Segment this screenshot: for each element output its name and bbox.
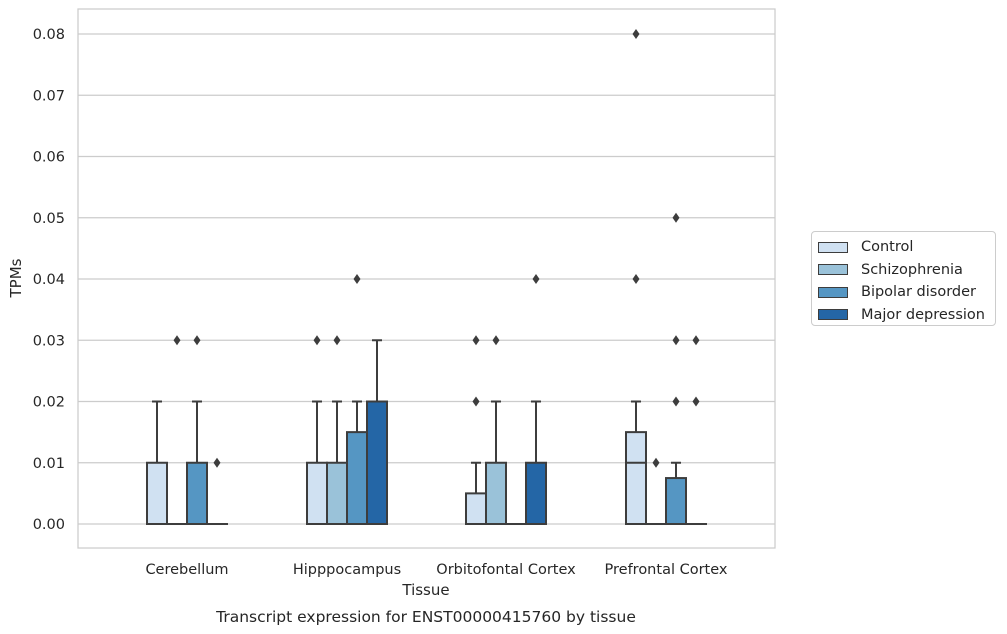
- box-body: [525, 461, 547, 525]
- x-tick-label: Orbitofontal Cortex: [436, 562, 576, 578]
- x-tick-label: Cerebellum: [145, 562, 228, 578]
- box-body: [326, 461, 348, 525]
- box-body: [465, 492, 487, 525]
- outlier-point: [672, 396, 680, 407]
- outlier-point: [692, 335, 700, 346]
- box-major-depression-3: [685, 335, 707, 526]
- y-tick-labels: 0.00 0.01 0.02 0.03 0.04 0.05 0.06 0.07 0.08: [33, 27, 65, 533]
- x-tick-labels: Cerebellum Hipppocampus Orbitofontal Corte…: [145, 562, 727, 578]
- legend-swatch: [818, 309, 848, 321]
- box-body: [665, 477, 687, 525]
- box-control-1: [306, 335, 328, 525]
- y-tick-label: 0.03: [33, 333, 65, 349]
- box-major-depression-1: [366, 339, 388, 525]
- outlier-point: [313, 335, 321, 346]
- box-schizophrenia-0: [166, 335, 188, 526]
- box-body: [485, 461, 507, 525]
- box-body: [186, 461, 208, 525]
- box-schizophrenia-3: [645, 457, 667, 526]
- box-body: [625, 431, 647, 525]
- outlier-point: [632, 29, 640, 39]
- box-control-0: [146, 400, 168, 525]
- outlier-point: [353, 274, 361, 284]
- y-tick-label: 0.07: [33, 88, 65, 104]
- x-axis-label: Tissue: [401, 581, 449, 599]
- outlier-point: [472, 396, 480, 407]
- legend-item: Bipolar disorder: [818, 281, 995, 304]
- y-axis-label: TPMs: [7, 258, 25, 298]
- legend-swatch: [818, 264, 848, 276]
- legend-label: Schizophrenia: [861, 261, 963, 278]
- legend-swatch: [818, 286, 848, 298]
- outlier-point: [672, 335, 680, 346]
- box-major-depression-0: [206, 457, 228, 526]
- x-tick-label: Hipppocampus: [293, 562, 401, 578]
- box-bipolar-disorder-1: [346, 274, 368, 525]
- y-tick-label: 0.08: [33, 27, 65, 43]
- legend-item: Schizophrenia: [818, 259, 995, 282]
- y-tick-label: 0.02: [33, 395, 65, 411]
- outlier-point: [472, 335, 480, 346]
- outlier-point: [173, 335, 181, 346]
- legend-item: Control: [818, 236, 995, 259]
- legend-label: Bipolar disorder: [861, 284, 976, 301]
- box-bipolar-disorder-0: [186, 335, 208, 525]
- x-tick-label: Prefrontal Cortex: [605, 562, 728, 578]
- legend-swatch: [818, 241, 848, 253]
- box-body: [346, 431, 368, 525]
- box-control-2: [465, 335, 487, 525]
- legend-label: Major depression: [861, 306, 985, 323]
- legend-item: Major depression: [818, 304, 995, 327]
- box-schizophrenia-2: [485, 335, 507, 525]
- y-tick-label: 0.04: [33, 272, 65, 288]
- outlier-point: [193, 335, 201, 346]
- box-body: [366, 400, 388, 525]
- outlier-point: [492, 335, 500, 346]
- plot-area-frame: [77, 8, 776, 549]
- y-tick-label: 0.05: [33, 211, 65, 227]
- box-schizophrenia-1: [326, 335, 348, 525]
- y-tick-label: 0.01: [33, 456, 65, 472]
- y-tick-label: 0.00: [33, 517, 65, 533]
- y-gridlines: [78, 33, 775, 525]
- box-major-depression-2: [525, 274, 547, 525]
- outlier-point: [532, 274, 540, 284]
- chart-legend: Control Schizophrenia Bipolar disorder Majo…: [811, 231, 996, 326]
- outlier-point: [692, 396, 700, 407]
- chart-caption: Transcript expression for ENST0000041576…: [215, 608, 636, 626]
- outlier-point: [652, 457, 660, 468]
- outlier-point: [333, 335, 341, 346]
- outlier-point: [632, 274, 640, 284]
- outlier-point: [213, 457, 221, 468]
- legend-label: Control: [861, 239, 914, 256]
- box-plot-marks: [146, 29, 707, 526]
- box-control-3: [625, 29, 647, 525]
- outlier-point: [672, 212, 680, 223]
- box-body: [306, 461, 328, 525]
- y-tick-label: 0.06: [33, 150, 65, 166]
- box-body: [146, 461, 168, 525]
- box-bipolar-disorder-3: [665, 212, 687, 525]
